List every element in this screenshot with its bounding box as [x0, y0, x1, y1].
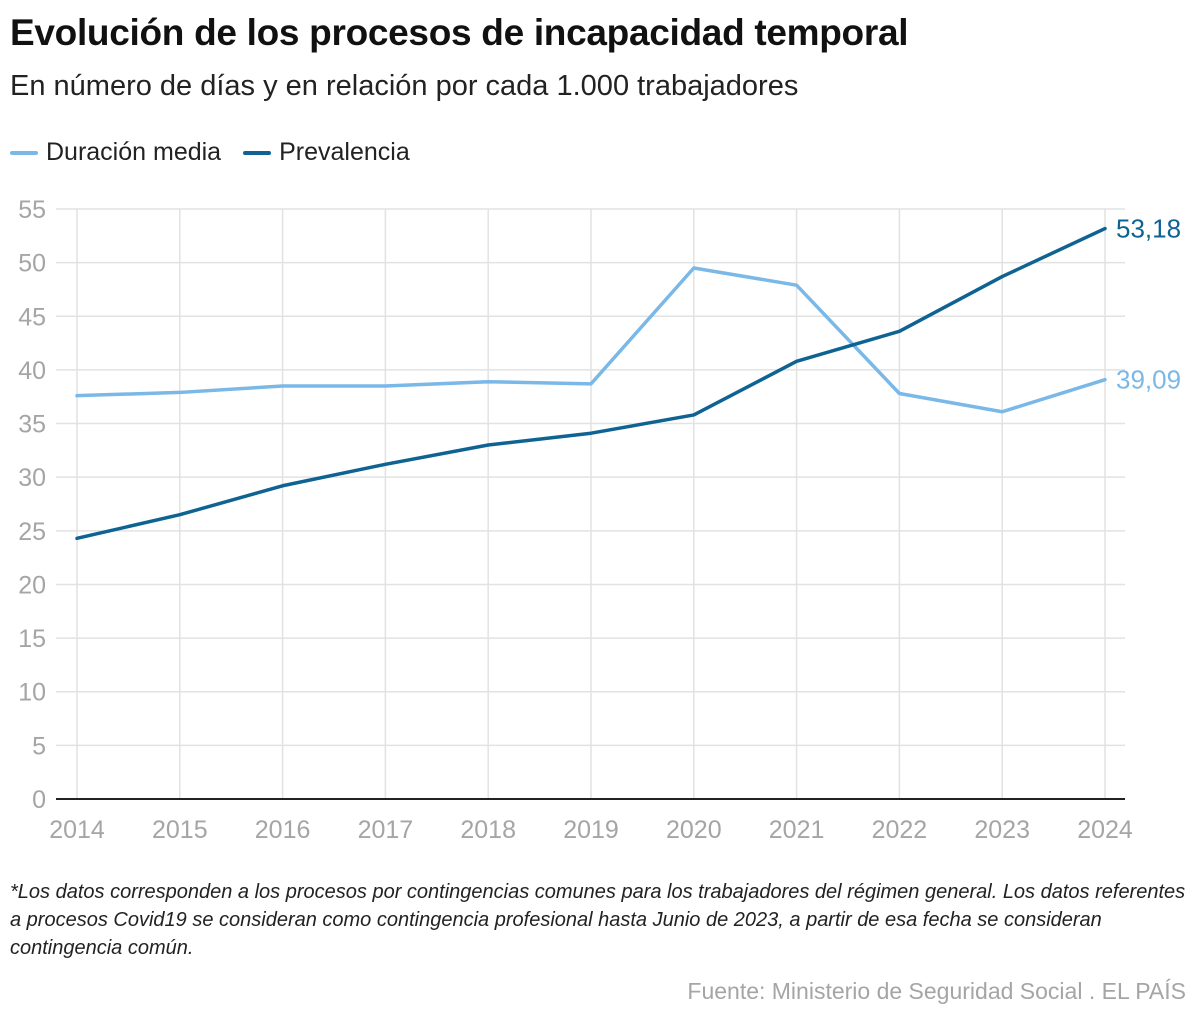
series-line-prevalencia	[75, 226, 1107, 541]
chart-title: Evolución de los procesos de incapacidad…	[10, 12, 909, 53]
y-tick-label-10: 10	[18, 679, 46, 707]
x-tick-label-2022: 2022	[872, 816, 928, 844]
y-tick-label-40: 40	[18, 357, 46, 385]
y-tick-label-50: 50	[18, 250, 46, 278]
chart-subtitle: En número de días y en relación por cada…	[10, 70, 799, 102]
legend-label-duracion-media: Duración media	[46, 138, 222, 166]
footnote: *Los datos corresponden a los procesos p…	[10, 881, 1186, 959]
x-tick-label-2018: 2018	[460, 816, 516, 844]
y-tick-label-25: 25	[18, 518, 46, 546]
x-tick-label-2017: 2017	[358, 816, 414, 844]
legend-swatch-duracion-media	[10, 150, 38, 155]
legend-label-prevalencia: Prevalencia	[279, 138, 410, 166]
line-chart: 0 5 10 15 20 25 30 35 40 45 50 55 2014 2015 2016 2017 20…	[18, 196, 1181, 844]
x-tick-label-2020: 2020	[666, 816, 722, 844]
y-tick-label-0: 0	[32, 786, 46, 814]
y-tick-label-15: 15	[18, 625, 46, 653]
y-tick-label-30: 30	[18, 464, 46, 492]
x-tick-label-2014: 2014	[49, 816, 105, 844]
x-tick-label-2016: 2016	[255, 816, 311, 844]
legend-item-prevalencia: Prevalencia	[243, 138, 410, 167]
end-label-duracion-media: 39,09	[1116, 365, 1181, 395]
y-tick-label-20: 20	[18, 571, 46, 599]
legend-swatch-prevalencia	[243, 150, 272, 155]
legend-item-duracion-media: Duración media	[10, 138, 221, 167]
y-tick-label-5: 5	[32, 732, 46, 760]
x-tick-label-2023: 2023	[974, 816, 1030, 844]
x-tick-label-2024: 2024	[1077, 816, 1133, 844]
legend: Duración media Prevalencia	[10, 138, 410, 167]
x-tick-label-2019: 2019	[563, 816, 619, 844]
x-tick-label-2021: 2021	[769, 816, 825, 844]
series-line-duracion-media	[75, 266, 1107, 414]
y-tick-label-55: 55	[18, 196, 46, 224]
y-tick-label-45: 45	[18, 303, 46, 331]
source-credit: Fuente: Ministerio de Seguridad Social .…	[687, 978, 1186, 1004]
end-label-prevalencia: 53,18	[1116, 214, 1181, 244]
y-tick-label-35: 35	[18, 411, 46, 439]
x-tick-label-2015: 2015	[152, 816, 208, 844]
